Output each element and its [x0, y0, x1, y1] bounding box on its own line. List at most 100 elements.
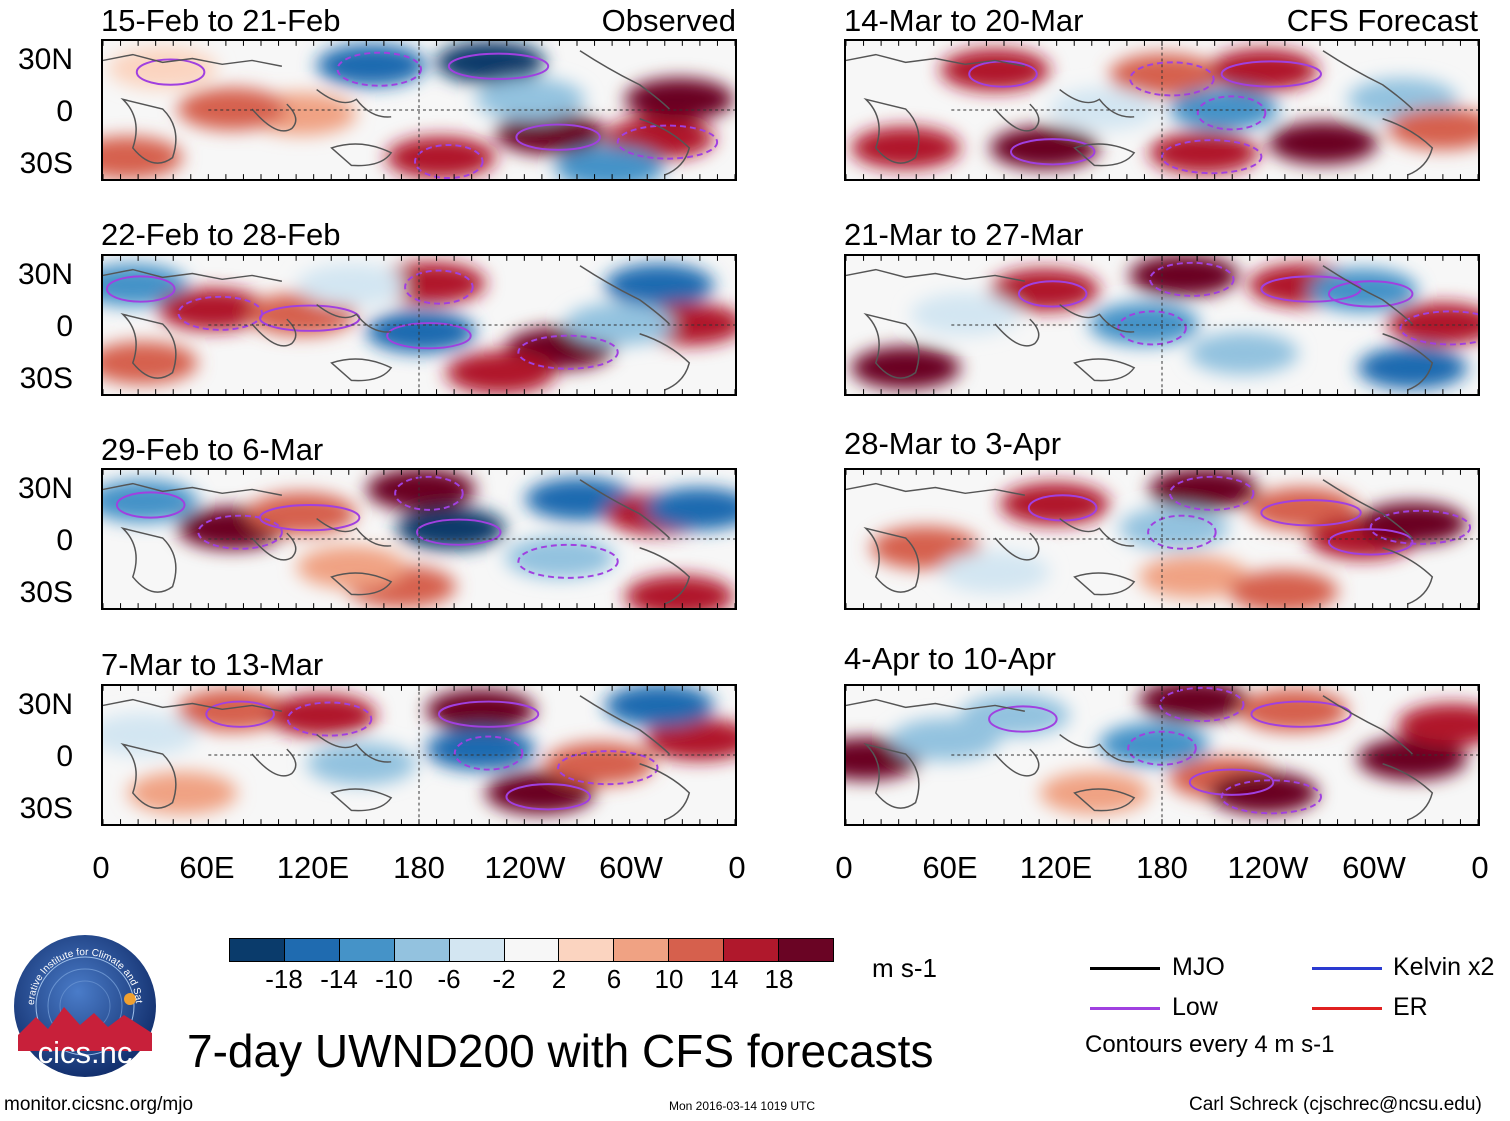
- colorbar-tick-label: -18: [265, 964, 303, 994]
- lon-label-180: 180: [1136, 850, 1188, 885]
- lon-axis-left: 0 60E 120E 180 120W 60W 0: [92, 850, 745, 888]
- lat-label-0: 0: [56, 524, 73, 557]
- map-field: [846, 470, 1478, 608]
- contour-note: Contours every 4 m s-1: [1085, 1031, 1335, 1058]
- coastline: [639, 333, 691, 391]
- coastline: [316, 734, 392, 763]
- anomaly-blob: [425, 727, 536, 771]
- anomaly-blob: [1387, 302, 1478, 346]
- lat-label-30n: 30N: [17, 43, 73, 76]
- lon-label-0: 0: [835, 850, 853, 885]
- anomaly-blob: [1228, 570, 1338, 608]
- coastline: [579, 50, 670, 110]
- contour-line: [447, 52, 550, 80]
- coastline: [251, 532, 297, 561]
- coastline: [579, 695, 670, 755]
- coastline: [1322, 695, 1413, 755]
- coastline: [120, 97, 177, 164]
- anomaly-blob: [1129, 256, 1239, 297]
- contour-line: [517, 334, 619, 370]
- map-field: [103, 41, 735, 179]
- lat-label-0: 0: [56, 95, 73, 128]
- coastline: [1382, 763, 1434, 821]
- lat-label-30n: 30N: [17, 472, 73, 505]
- map-panel-4apr-10apr: [844, 684, 1480, 826]
- coastline: [316, 518, 392, 547]
- coastline: [863, 742, 920, 809]
- anomaly-blob: [396, 506, 506, 550]
- coastline: [1382, 333, 1434, 391]
- lat-label-0: 0: [56, 310, 73, 343]
- contour-line: [416, 518, 502, 546]
- contour-line: [1327, 280, 1414, 308]
- contour-line: [286, 701, 373, 737]
- anomaly-blob: [870, 526, 981, 570]
- coastline: [103, 698, 283, 712]
- coastline: [316, 304, 392, 333]
- anomaly-blob: [1149, 470, 1259, 511]
- footer-author: Carl Schreck (cjschrec@ncsu.edu): [1189, 1094, 1482, 1115]
- colorbar-tick-label: 18: [764, 964, 794, 994]
- coastline: [1073, 143, 1136, 167]
- contour-line: [515, 123, 601, 151]
- colorbar-tick-label: -6: [437, 964, 461, 994]
- contour-line: [105, 275, 176, 303]
- lon-label-60e: 60E: [922, 850, 978, 885]
- colorbar-bin: [284, 939, 340, 961]
- contour-line: [1149, 261, 1235, 297]
- contour-line: [135, 58, 206, 86]
- lat-label-30n: 30N: [17, 688, 73, 721]
- colorbar-tick-label: 10: [654, 964, 684, 994]
- coastline: [103, 53, 283, 67]
- legend-line-low: [1090, 1007, 1160, 1010]
- anomaly-blob: [940, 48, 1050, 92]
- lon-label-0: 0: [92, 850, 110, 885]
- contour-line: [1260, 499, 1362, 527]
- contour-line: [1220, 60, 1322, 88]
- colorbar-bin: [339, 939, 395, 961]
- contour-line: [517, 543, 619, 579]
- footer-url[interactable]: monitor.cicsnc.org/mjo: [4, 1094, 194, 1115]
- lat-label-0: 0: [56, 740, 73, 773]
- contour-line: [197, 514, 283, 550]
- coastline: [251, 318, 297, 347]
- lat-label-30s: 30S: [19, 792, 73, 825]
- anomaly-blob: [505, 536, 615, 579]
- lon-label-120e: 120E: [276, 850, 350, 885]
- anomaly-blob: [604, 686, 715, 727]
- colorbar-bin: [724, 939, 780, 961]
- coastline: [579, 479, 670, 539]
- anomaly-blob: [1039, 771, 1150, 815]
- anomaly-blob: [177, 87, 287, 131]
- anomaly-blob: [127, 771, 238, 815]
- colorbar-tick-label: 2: [551, 964, 567, 994]
- contour-line: [404, 269, 474, 305]
- contour-line: [259, 504, 361, 532]
- lat-label-30s: 30S: [19, 362, 73, 395]
- legend-line-mjo: [1090, 967, 1160, 970]
- contour-line: [1117, 310, 1187, 346]
- panel-title-7: 28-Mar to 3-Apr: [844, 426, 1062, 461]
- coastline: [863, 97, 920, 164]
- anomaly-blob: [103, 263, 188, 307]
- anomaly-blob: [1208, 48, 1319, 92]
- contour-line: [1161, 139, 1263, 175]
- coastline: [863, 312, 920, 379]
- contour-line: [1327, 528, 1414, 556]
- lon-label-120w: 120W: [1227, 850, 1309, 885]
- legend-label-kelvin: Kelvin x2: [1393, 953, 1495, 981]
- coastline: [1382, 547, 1434, 605]
- anomaly-blob: [1089, 302, 1199, 346]
- contour-line: [1250, 700, 1352, 728]
- map-field: [846, 41, 1478, 179]
- map-field: [103, 256, 735, 394]
- panel-label-cfs-forecast: CFS Forecast: [1286, 3, 1478, 38]
- lon-label-180: 180: [393, 850, 445, 885]
- colorbar-tick-label: -10: [375, 964, 413, 994]
- cics-logo: Cooperative Institute for Climate and Sa…: [8, 925, 158, 1079]
- anomaly-blob: [604, 263, 715, 307]
- lon-label-60w: 60W: [599, 850, 663, 885]
- anomaly-blob: [1357, 502, 1468, 545]
- legend-label-low: Low: [1172, 993, 1218, 1021]
- coastline: [330, 358, 393, 382]
